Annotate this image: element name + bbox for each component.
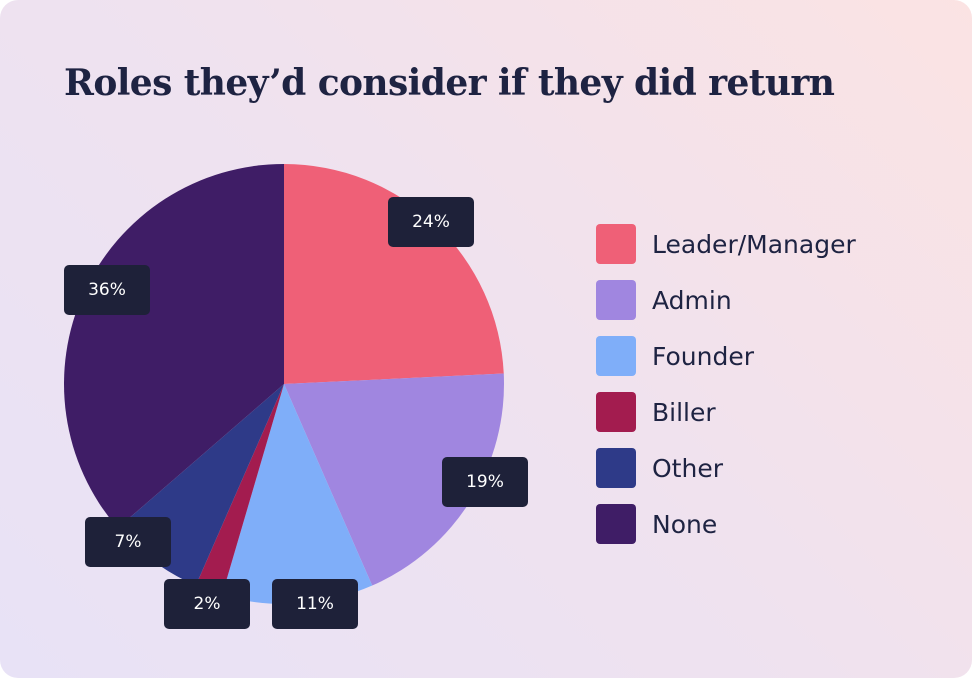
legend-item-leader-manager: Leader/Manager	[596, 224, 856, 264]
legend-label: Other	[652, 453, 723, 483]
legend: Leader/Manager Admin Founder Biller Othe…	[596, 224, 856, 560]
pie-slice-none	[64, 164, 284, 529]
legend-swatch	[596, 504, 636, 544]
legend-swatch	[596, 392, 636, 432]
value-label-box	[64, 265, 150, 315]
legend-item-founder: Founder	[596, 336, 856, 376]
value-label-box	[272, 579, 358, 629]
value-label-text: 11%	[296, 594, 334, 614]
legend-swatch	[596, 448, 636, 488]
value-label-leader-manager: 24%	[388, 197, 474, 247]
legend-label: Leader/Manager	[652, 229, 856, 259]
legend-label: Biller	[652, 397, 716, 427]
legend-label: Admin	[652, 285, 732, 315]
value-label-box	[388, 197, 474, 247]
pie-value-labels: 24% 19% 11% 2% 7% 36%	[64, 197, 528, 629]
legend-label: None	[652, 509, 718, 539]
value-label-other: 7%	[85, 517, 171, 567]
value-label-biller: 2%	[164, 579, 250, 629]
value-label-text: 24%	[412, 212, 450, 232]
value-label-text: 36%	[88, 280, 126, 300]
legend-swatch	[596, 336, 636, 376]
legend-label: Founder	[652, 341, 755, 371]
value-label-box	[164, 579, 250, 629]
pie-slices	[64, 164, 504, 604]
legend-item-biller: Biller	[596, 392, 856, 432]
value-label-text: 19%	[466, 472, 504, 492]
value-label-text: 2%	[194, 594, 221, 614]
pie-slice-biller	[195, 384, 284, 596]
chart-title: Roles they’d consider if they did return	[64, 62, 835, 104]
pie-slice-admin	[284, 373, 504, 586]
legend-item-admin: Admin	[596, 280, 856, 320]
legend-swatch	[596, 224, 636, 264]
value-label-box	[85, 517, 171, 567]
legend-swatch	[596, 280, 636, 320]
value-label-text: 7%	[115, 532, 142, 552]
value-label-admin: 19%	[442, 457, 528, 507]
value-label-none: 36%	[64, 265, 150, 315]
legend-item-other: Other	[596, 448, 856, 488]
value-label-box	[442, 457, 528, 507]
value-label-founder: 11%	[272, 579, 358, 629]
pie-slice-leader-manager	[284, 164, 504, 384]
pie-slice-founder	[222, 384, 373, 604]
legend-item-none: None	[596, 504, 856, 544]
